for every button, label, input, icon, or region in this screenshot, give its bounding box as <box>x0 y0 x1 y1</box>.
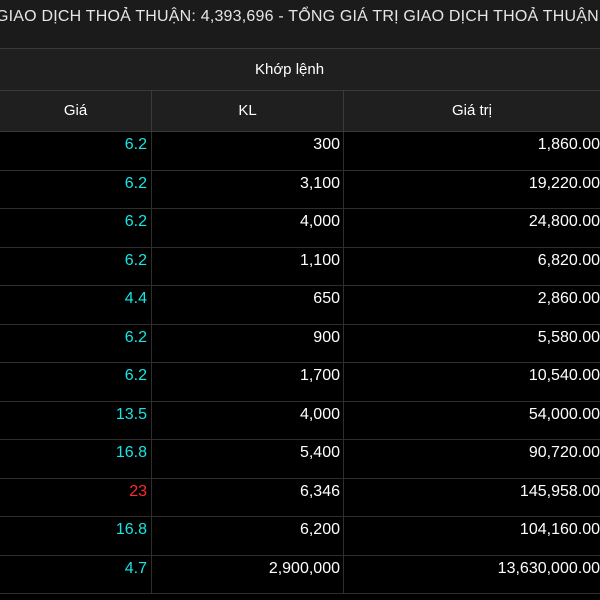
price-cell: 16.8 <box>0 517 152 555</box>
value-cell: 13,630,000.00 <box>497 559 600 577</box>
value-cell: 54,000.00 <box>528 405 600 423</box>
price-cell: 16.8 <box>0 440 152 478</box>
value-cell: 90,720.00 <box>528 444 600 461</box>
price-cell: 13.5 <box>0 401 152 439</box>
value-cell: 10,540.00 <box>528 367 600 384</box>
table-row[interactable]: 16.8 5,400 90,720.00 <box>0 440 600 479</box>
volume-cell: 1,700 <box>152 363 344 401</box>
volume-cell: 300 <box>152 132 344 170</box>
volume-cell: 900 <box>152 324 344 362</box>
volume-cell: 650 <box>152 286 344 324</box>
price-cell: 6.2 <box>0 209 152 247</box>
volume-cell: 3,100 <box>152 170 344 208</box>
column-header-price[interactable]: Giá <box>0 91 152 131</box>
trade-table-body: 6.2 300 1,860.00 6.2 3,100 19,220.00 6.2 4,000 2… <box>0 132 600 594</box>
value-cell: 145,958.00 <box>519 482 600 500</box>
section-title: Khớp lệnh <box>255 61 325 78</box>
volume-cell: 4,000 <box>152 401 344 439</box>
table-row[interactable]: 6.2 4,000 24,800.00 <box>0 209 600 248</box>
price-cell: 6.2 <box>0 132 152 170</box>
value-cell: 6,820.00 <box>537 251 600 269</box>
table-row[interactable]: 6.2 1,700 10,540.00 <box>0 363 600 402</box>
price-cell: 6.2 <box>0 247 152 285</box>
value-cell: 2,860.00 <box>537 290 600 307</box>
table-row[interactable]: 4.4 650 2,860.00 <box>0 286 600 325</box>
column-header-value[interactable]: Giá trị <box>451 102 492 119</box>
volume-cell: 1,100 <box>152 247 344 285</box>
value-cell: 19,220.00 <box>528 174 600 192</box>
volume-cell: 6,200 <box>152 517 344 555</box>
volume-cell: 5,400 <box>152 440 344 478</box>
volume-cell: 6,346 <box>152 478 344 516</box>
table-row[interactable]: 13.5 4,000 54,000.00 <box>0 401 600 440</box>
ticker-text: GIAO DỊCH THOẢ THUẬN: 4,393,696 - TỔNG G… <box>0 8 599 25</box>
price-cell: 4.4 <box>0 286 152 324</box>
price-cell: 4.7 <box>0 555 152 593</box>
table-header: Giá KL Giá trị <box>0 91 600 132</box>
ticker-bar: GIAO DỊCH THOẢ THUẬN: 4,393,696 - TỔNG G… <box>0 0 600 49</box>
value-cell: 1,860.00 <box>537 136 600 153</box>
value-cell: 104,160.00 <box>519 521 600 538</box>
volume-cell: 2,900,000 <box>152 555 344 593</box>
table-row[interactable]: 6.2 300 1,860.00 <box>0 132 600 171</box>
table-row[interactable]: 23 6,346 145,958.00 <box>0 478 600 517</box>
table-row[interactable]: 16.8 6,200 104,160.00 <box>0 517 600 556</box>
value-cell: 24,800.00 <box>528 213 600 230</box>
table-row[interactable]: 6.2 900 5,580.00 <box>0 324 600 363</box>
price-cell: 23 <box>0 478 152 516</box>
price-cell: 6.2 <box>0 170 152 208</box>
table-row[interactable]: 6.2 1,100 6,820.00 <box>0 247 600 286</box>
value-cell: 5,580.00 <box>537 328 600 346</box>
table-row[interactable]: 6.2 3,100 19,220.00 <box>0 170 600 209</box>
volume-cell: 4,000 <box>152 209 344 247</box>
price-cell: 6.2 <box>0 324 152 362</box>
table-row[interactable]: 4.7 2,900,000 13,630,000.00 <box>0 555 600 594</box>
matched-orders-header: Khớp lệnh <box>0 49 600 91</box>
column-header-volume[interactable]: KL <box>152 91 344 131</box>
price-cell: 6.2 <box>0 363 152 401</box>
